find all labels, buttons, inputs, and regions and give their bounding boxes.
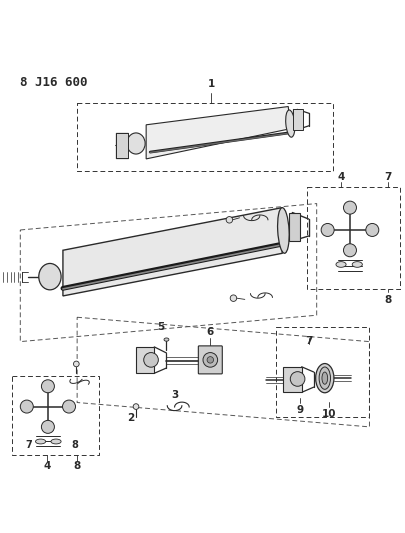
Ellipse shape — [36, 439, 46, 444]
Circle shape — [143, 352, 158, 367]
Circle shape — [230, 295, 236, 302]
Text: 6: 6 — [206, 327, 213, 336]
Circle shape — [320, 223, 333, 237]
Polygon shape — [146, 107, 290, 159]
Circle shape — [343, 244, 356, 257]
Ellipse shape — [315, 364, 333, 393]
Text: 8: 8 — [383, 295, 390, 305]
Ellipse shape — [164, 338, 168, 341]
Text: 3: 3 — [171, 390, 178, 400]
Ellipse shape — [277, 208, 288, 253]
Ellipse shape — [51, 439, 61, 444]
Polygon shape — [282, 367, 301, 392]
Ellipse shape — [351, 262, 362, 268]
Text: 10: 10 — [321, 409, 335, 418]
Circle shape — [41, 380, 54, 393]
Circle shape — [343, 201, 356, 214]
Text: 7: 7 — [304, 335, 311, 345]
Ellipse shape — [38, 263, 61, 290]
Text: 7: 7 — [26, 440, 32, 450]
Polygon shape — [292, 109, 303, 130]
Polygon shape — [115, 133, 128, 158]
Text: 7: 7 — [383, 172, 390, 182]
Polygon shape — [288, 213, 299, 241]
Circle shape — [41, 421, 54, 433]
Circle shape — [62, 400, 75, 413]
Polygon shape — [63, 208, 281, 296]
Text: 2: 2 — [127, 414, 134, 424]
Ellipse shape — [318, 367, 330, 389]
Text: 8: 8 — [73, 462, 81, 471]
Ellipse shape — [321, 372, 327, 384]
Ellipse shape — [285, 110, 294, 137]
Circle shape — [290, 372, 304, 386]
Text: 4: 4 — [337, 172, 344, 182]
Ellipse shape — [126, 133, 145, 154]
Text: 5: 5 — [156, 322, 164, 332]
Circle shape — [73, 361, 79, 367]
Circle shape — [226, 216, 232, 223]
Text: 9: 9 — [296, 405, 303, 415]
Circle shape — [20, 400, 33, 413]
Text: 4: 4 — [43, 462, 50, 471]
Circle shape — [207, 357, 213, 363]
Text: 1: 1 — [207, 79, 214, 88]
Text: 8: 8 — [72, 440, 78, 450]
Polygon shape — [136, 347, 154, 373]
Circle shape — [365, 223, 378, 237]
Text: 8 J16 600: 8 J16 600 — [20, 77, 87, 90]
Circle shape — [133, 403, 139, 409]
Circle shape — [202, 352, 217, 367]
Ellipse shape — [335, 262, 345, 268]
FancyBboxPatch shape — [198, 346, 222, 374]
